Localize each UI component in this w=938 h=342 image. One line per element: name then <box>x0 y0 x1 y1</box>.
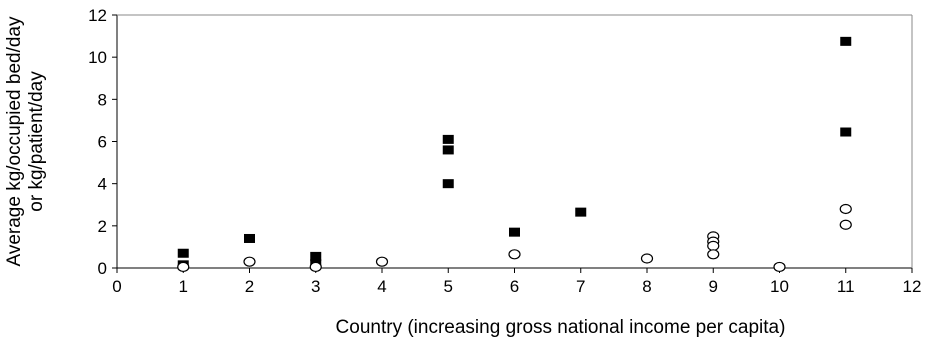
x-tick-label: 7 <box>576 277 585 296</box>
square-data-point <box>310 251 322 261</box>
square-data-point <box>840 127 852 137</box>
y-axis-title-line-1: Average kg/occupied bed/day <box>4 16 25 266</box>
x-tick-label: 9 <box>709 277 718 296</box>
y-tick-label: 12 <box>88 6 107 25</box>
circle-data-point <box>309 261 322 273</box>
circle-data-point <box>243 256 256 267</box>
square-data-point <box>177 248 189 258</box>
data-points <box>177 36 852 273</box>
y-axis-ticks: 0 2 4 6 8 10 12 <box>88 6 117 278</box>
circle-data-point <box>177 261 190 273</box>
circle-data-point <box>375 256 389 267</box>
y-axis-title-line-2: or kg/patient/day <box>26 71 47 212</box>
x-tick-label: 11 <box>837 277 855 296</box>
square-data-point <box>840 36 852 46</box>
x-tick-label: 10 <box>770 277 789 296</box>
y-tick-label: 2 <box>98 217 107 236</box>
x-axis-title: Country (increasing gross national incom… <box>336 317 786 338</box>
circle-data-point <box>839 219 852 230</box>
circle-data-point <box>839 203 852 215</box>
square-data-point <box>442 179 454 189</box>
x-tick-label: 3 <box>311 277 320 296</box>
x-tick-label: 12 <box>903 277 922 296</box>
square-data-point <box>575 207 587 217</box>
y-tick-label: 10 <box>88 48 107 67</box>
x-axis-ticks: 0 1 2 3 4 5 6 7 8 9 10 11 12 <box>112 268 921 296</box>
y-tick-label: 8 <box>98 90 107 109</box>
x-tick-label: 6 <box>510 277 519 296</box>
y-tick-label: 6 <box>98 133 107 152</box>
x-tick-label: 5 <box>444 277 453 296</box>
y-tick-label: 0 <box>98 259 107 278</box>
x-tick-label: 2 <box>245 277 254 296</box>
y-tick-label: 4 <box>98 175 107 194</box>
x-tick-label: 8 <box>642 277 651 296</box>
square-data-point <box>442 134 454 144</box>
circle-data-point <box>640 253 654 264</box>
y-axis-title: Average kg/occupied bed/day or kg/patien… <box>4 16 47 266</box>
circle-data-point <box>773 261 786 273</box>
square-data-point <box>509 227 520 237</box>
x-tick-label: 1 <box>179 277 188 296</box>
circle-data-point <box>707 240 720 251</box>
x-tick-label: 0 <box>112 277 121 296</box>
square-data-point <box>244 233 255 243</box>
circle-data-point <box>707 249 720 260</box>
x-tick-label: 4 <box>377 277 386 296</box>
square-data-point <box>442 145 454 155</box>
circle-data-point <box>508 249 521 260</box>
